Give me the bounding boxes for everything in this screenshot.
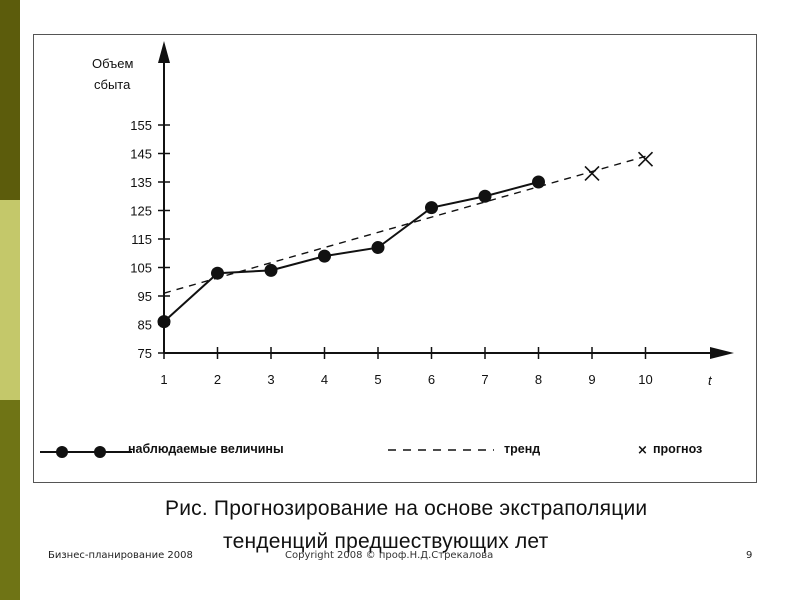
y-axis-arrow bbox=[158, 41, 170, 63]
legend-observed-marker bbox=[94, 446, 106, 458]
footer-title: Бизнес-планирование 2008 bbox=[48, 550, 193, 561]
x-tick-label: 1 bbox=[160, 372, 167, 387]
y-tick-label: 85 bbox=[138, 318, 152, 333]
x-tick-label: 8 bbox=[535, 372, 542, 387]
x-tick-label: 7 bbox=[481, 372, 488, 387]
observed-point bbox=[318, 250, 331, 263]
footer-copyright: Copyright 2008 © проф.Н.Д.Стрекалова bbox=[285, 550, 493, 561]
observed-point bbox=[211, 267, 224, 280]
observed-point bbox=[265, 264, 278, 277]
caption-line-1: Рис. Прогнозирование на основе экстрапол… bbox=[165, 497, 647, 521]
y-tick-label: 95 bbox=[138, 289, 152, 304]
legend-trend-label: тренд bbox=[504, 442, 540, 456]
chart-frame: Объем сбыта t 75 85 95 105 115 125 135 145 155 1 2… bbox=[33, 34, 757, 483]
x-tick-label: 5 bbox=[374, 372, 381, 387]
side-bar-middle bbox=[0, 200, 20, 400]
forecast-series bbox=[585, 152, 653, 180]
forecast-point bbox=[585, 166, 599, 180]
y-tick-label: 125 bbox=[130, 204, 152, 219]
page-number: 9 bbox=[746, 550, 752, 561]
y-axis-label-line2: сбыта bbox=[94, 77, 131, 92]
y-tick-label: 135 bbox=[130, 175, 152, 190]
observed-point bbox=[479, 190, 492, 203]
legend: наблюдаемые величины тренд × прогноз bbox=[40, 442, 702, 458]
side-bar-bottom bbox=[0, 400, 20, 600]
x-tick-label: 9 bbox=[588, 372, 595, 387]
forecast-point bbox=[639, 152, 653, 166]
legend-observed-marker bbox=[56, 446, 68, 458]
legend-observed-label: наблюдаемые величины bbox=[128, 442, 284, 456]
observed-point bbox=[532, 176, 545, 189]
y-tick-label: 75 bbox=[138, 346, 152, 361]
observed-point bbox=[372, 241, 385, 254]
observed-series bbox=[158, 176, 546, 329]
x-tick-label: 10 bbox=[638, 372, 652, 387]
x-tick-label: 4 bbox=[321, 372, 328, 387]
legend-forecast-marker: × bbox=[637, 443, 648, 458]
y-tick-label: 155 bbox=[130, 118, 152, 133]
x-axis-label: t bbox=[708, 373, 713, 388]
side-bar-top bbox=[0, 0, 20, 200]
x-tick-label: 6 bbox=[428, 372, 435, 387]
observed-point bbox=[425, 201, 438, 214]
observed-point bbox=[158, 315, 171, 328]
y-tick-label: 105 bbox=[130, 261, 152, 276]
x-axis-arrow bbox=[710, 347, 734, 359]
y-tick-label: 115 bbox=[131, 232, 152, 247]
x-tick-label: 2 bbox=[214, 372, 221, 387]
y-tick-label: 145 bbox=[130, 147, 152, 162]
y-axis-label-line1: Объем bbox=[92, 56, 133, 71]
x-tick-label: 3 bbox=[267, 372, 274, 387]
legend-forecast-label: прогноз bbox=[653, 442, 702, 456]
